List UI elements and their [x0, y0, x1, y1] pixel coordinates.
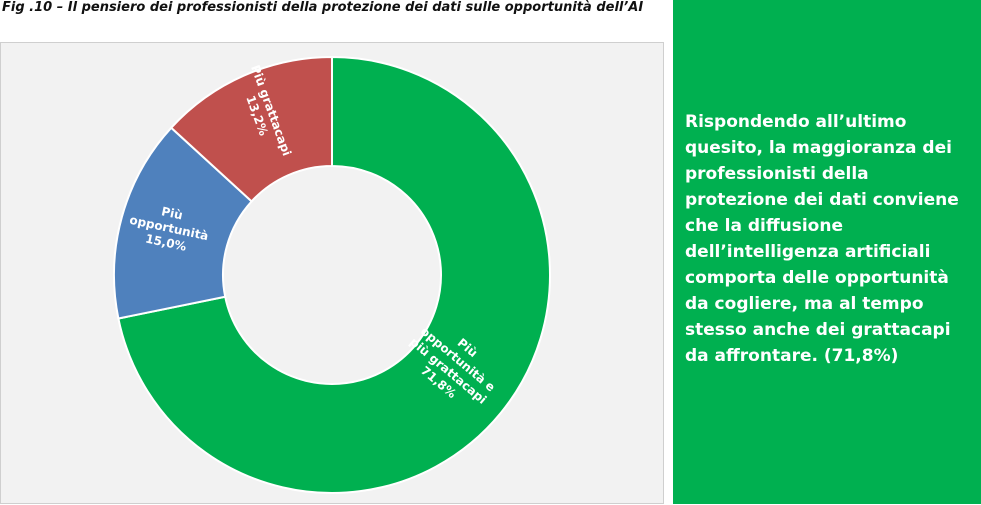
donut-slice [169, 55, 333, 203]
chart-title: Fig .10 – Il pensiero dei professionisti… [2, 0, 644, 15]
side-panel [673, 0, 981, 504]
donut-chart: Piùopportunità epiù grattacapi71,8%Piùop… [113, 55, 551, 494]
donut-slice [113, 126, 254, 320]
side-panel-text: Rispondendo all’ultimo quesito, la maggi… [685, 112, 959, 366]
donut-slice [117, 55, 551, 494]
chart-area: Piùopportunità epiù grattacapi71,8% Piùop… [0, 42, 664, 504]
